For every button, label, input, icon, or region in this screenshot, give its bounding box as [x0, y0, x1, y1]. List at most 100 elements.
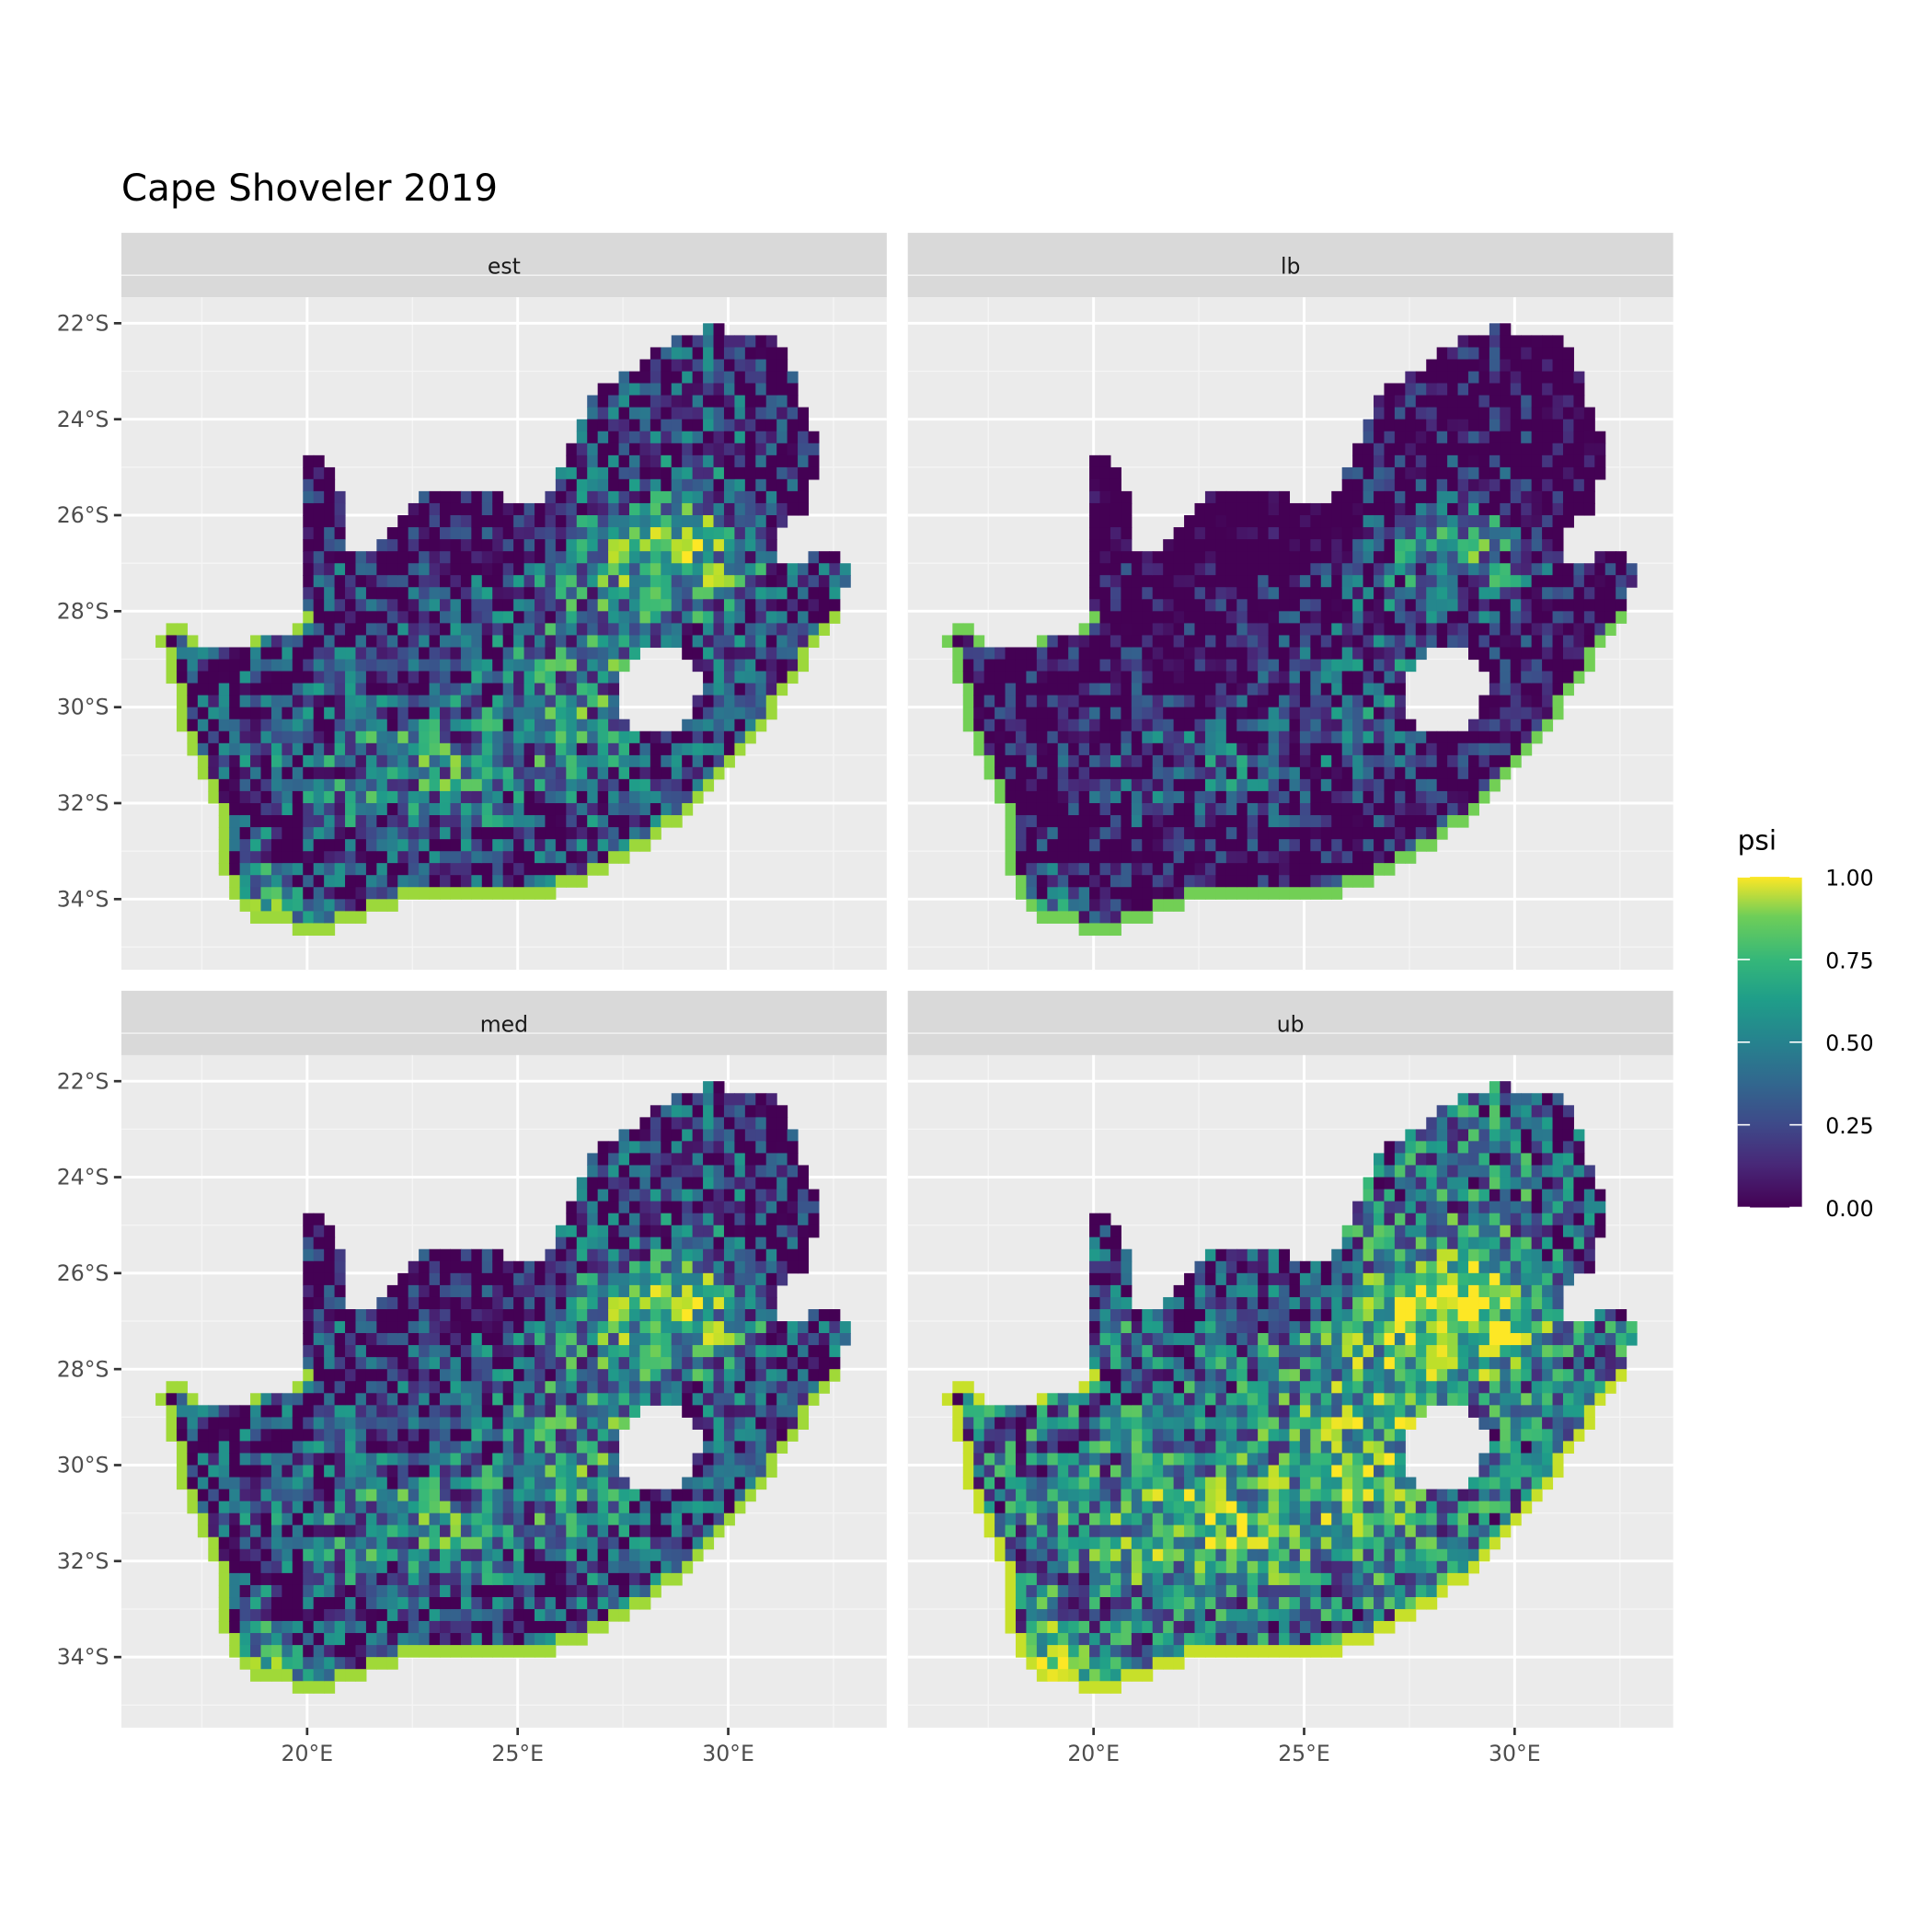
raster-cell: [787, 575, 799, 588]
raster-cell: [1194, 887, 1206, 900]
raster-cell: [303, 647, 315, 661]
raster-cell: [1089, 802, 1101, 816]
raster-cell: [1405, 839, 1417, 852]
raster-cell: [1184, 611, 1196, 624]
raster-cell: [682, 802, 694, 816]
raster-cell: [713, 575, 725, 588]
raster-cell: [229, 839, 241, 852]
raster-cell: [787, 563, 799, 576]
raster-cell: [723, 707, 735, 720]
raster-cell: [1047, 742, 1059, 756]
raster-cell: [408, 790, 420, 804]
raster-cell: [376, 1345, 388, 1358]
raster-cell: [1184, 575, 1196, 588]
raster-cell: [1426, 466, 1438, 480]
raster-cell: [1204, 707, 1216, 720]
raster-cell: [1457, 502, 1469, 516]
raster-cell: [1110, 730, 1121, 744]
raster-cell: [787, 478, 799, 492]
raster-cell: [973, 635, 985, 649]
raster-cell: [1331, 575, 1343, 588]
raster-cell: [952, 623, 964, 636]
raster-cell: [1152, 659, 1164, 673]
raster-cell: [440, 1489, 451, 1502]
raster-cell: [440, 719, 451, 732]
raster-cell: [765, 707, 777, 720]
raster-cell: [1478, 754, 1490, 768]
raster-cell: [545, 863, 557, 876]
raster-cell: [270, 695, 282, 708]
raster-cell: [1405, 407, 1417, 420]
raster-cell: [250, 1512, 262, 1526]
raster-cell: [523, 1633, 535, 1646]
raster-cell: [798, 407, 810, 420]
raster-cell: [1215, 671, 1227, 684]
raster-cell: [1142, 802, 1154, 816]
raster-cell: [229, 671, 241, 684]
raster-cell: [618, 659, 630, 673]
raster-cell: [1099, 551, 1111, 564]
raster-cell: [250, 815, 262, 828]
raster-cell: [1384, 778, 1396, 792]
raster-cell: [1047, 695, 1059, 708]
raster-cell: [555, 815, 567, 828]
raster-cell: [208, 659, 220, 673]
raster-cell: [313, 1321, 325, 1334]
raster-cell: [229, 827, 241, 840]
raster-cell: [239, 730, 251, 744]
raster-cell: [1078, 766, 1090, 780]
raster-cell: [1279, 635, 1291, 649]
raster-cell: [1320, 502, 1332, 516]
raster-cell: [1468, 478, 1479, 492]
raster-cell: [1110, 923, 1121, 937]
raster-cell: [1341, 683, 1353, 696]
raster-cell: [155, 1393, 167, 1406]
raster-cell: [492, 1465, 504, 1478]
raster-cell: [1426, 395, 1438, 408]
raster-cell: [1142, 790, 1154, 804]
raster-cell: [523, 635, 535, 649]
raster-cell: [755, 466, 767, 480]
raster-cell: [1352, 659, 1364, 673]
raster-cell: [1163, 875, 1175, 888]
raster-cell: [1036, 647, 1048, 661]
raster-cell: [229, 1417, 241, 1430]
raster-cell: [1500, 490, 1512, 504]
raster-cell: [1426, 635, 1438, 649]
raster-cell: [270, 1489, 282, 1502]
raster-cell: [303, 839, 315, 852]
raster-cell: [229, 730, 241, 744]
raster-cell: [576, 490, 588, 504]
raster-cell: [324, 1309, 336, 1322]
raster-cell: [270, 719, 282, 732]
raster-cell: [608, 551, 620, 564]
raster-cell: [1215, 587, 1227, 600]
raster-cell: [492, 1597, 504, 1610]
raster-cell: [1468, 719, 1479, 732]
raster-cell: [450, 1524, 462, 1538]
raster-cell: [471, 1572, 483, 1586]
raster-cell: [650, 766, 661, 780]
raster-cell: [365, 599, 377, 612]
raster-cell: [282, 635, 293, 649]
raster-cell: [408, 502, 420, 516]
raster-cell: [440, 502, 451, 516]
raster-cell: [292, 899, 304, 912]
raster-cell: [628, 454, 640, 468]
raster-cell: [440, 490, 451, 504]
raster-cell: [1194, 599, 1206, 612]
raster-cell: [523, 1393, 535, 1406]
raster-cell: [587, 647, 599, 661]
raster-cell: [628, 515, 640, 528]
raster-cell: [1562, 478, 1574, 492]
raster-cell: [313, 623, 325, 636]
raster-cell: [1068, 839, 1080, 852]
raster-cell: [1616, 575, 1627, 588]
raster-cell: [345, 1645, 357, 1658]
raster-cell: [671, 802, 683, 816]
raster-cell: [481, 671, 493, 684]
raster-cell: [1447, 490, 1459, 504]
raster-cell: [1279, 659, 1291, 673]
raster-cell: [386, 683, 398, 696]
raster-cell: [545, 1620, 557, 1634]
